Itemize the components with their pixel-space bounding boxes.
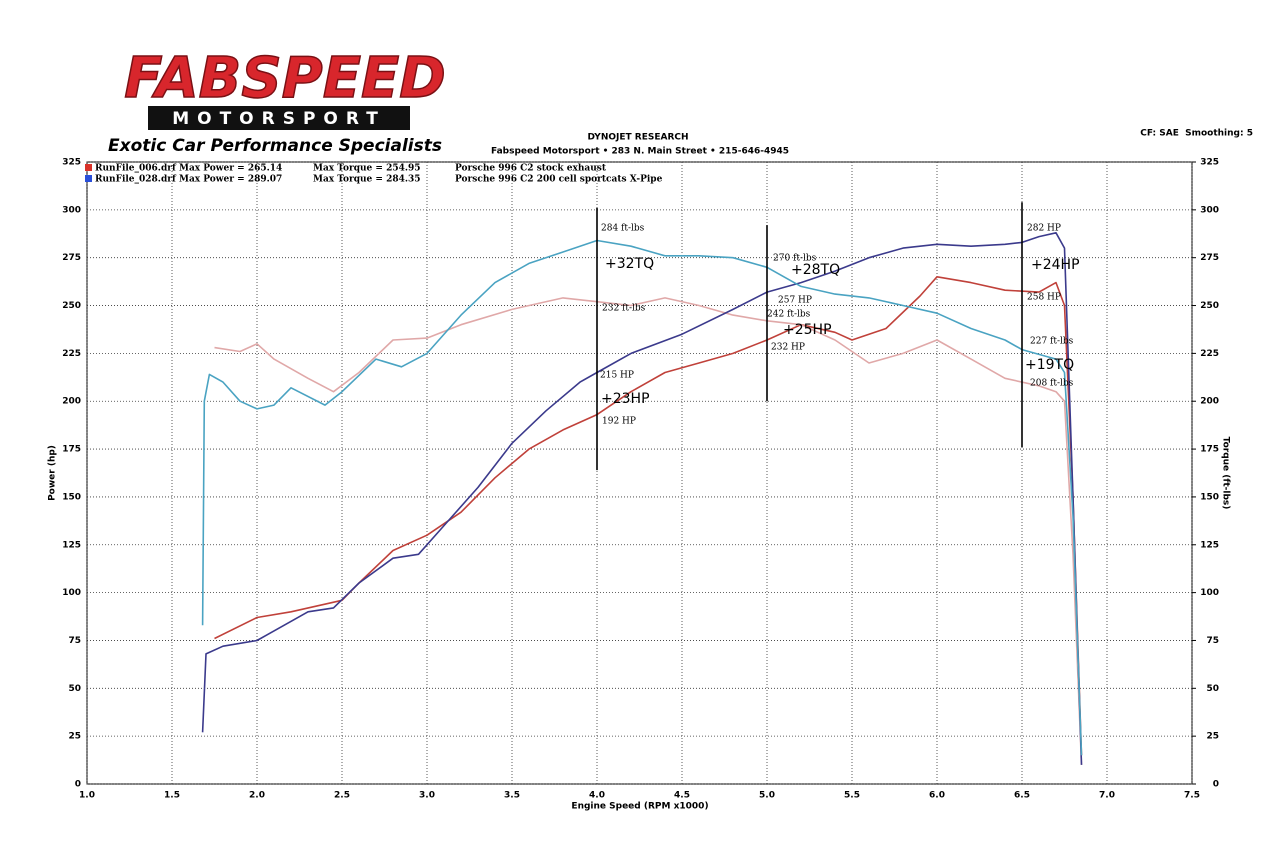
- annotation: 215 HP: [600, 371, 634, 381]
- x-tick-label: 6.5: [1014, 791, 1030, 801]
- annotation: +32TQ: [605, 256, 654, 272]
- annotation: +28TQ: [791, 262, 840, 278]
- x-tick-label: 6.0: [929, 791, 945, 801]
- x-tick-label: 1.0: [79, 791, 95, 801]
- logo-bar: [148, 106, 410, 130]
- chart-title: DYNOJET RESEARCH: [587, 133, 688, 143]
- series-line: [201, 232, 1083, 765]
- x-tick-label: 4.5: [674, 791, 690, 801]
- y2-tick-label: 300: [1200, 205, 1219, 215]
- annotation: 270 ft-lbs: [773, 254, 817, 264]
- y2-tick-label: 75: [1206, 636, 1219, 646]
- annotation: 227 ft-lbs: [1030, 337, 1074, 347]
- x-tick-label: 5.0: [759, 791, 775, 801]
- y-tick-label: 225: [62, 349, 81, 359]
- logo-brand: FABSPEED: [124, 46, 445, 111]
- y-tick-label: 275: [62, 253, 81, 263]
- annotation: 192 HP: [602, 417, 636, 427]
- annotation: +23HP: [601, 391, 650, 407]
- y2-tick-label: 275: [1200, 253, 1219, 263]
- y2-tick-label: 25: [1206, 732, 1219, 742]
- logo-tagline: Exotic Car Performance Specialists: [108, 136, 442, 156]
- series-line: [214, 297, 1083, 765]
- annotation: 208 ft-lbs: [1030, 379, 1074, 389]
- series-line: [214, 276, 1083, 756]
- x-tick-label: 2.0: [249, 791, 265, 801]
- annotation: 257 HP: [778, 296, 812, 306]
- annotation: 232 HP: [771, 343, 805, 353]
- y2-tick-label: 150: [1200, 492, 1219, 502]
- legend-torque: Max Torque = 284.35: [313, 175, 421, 185]
- legend-swatch: [85, 164, 92, 171]
- x-tick-label: 1.5: [164, 791, 180, 801]
- y2-tick-label: 50: [1206, 684, 1219, 694]
- y-tick-label: 100: [62, 588, 81, 598]
- x-tick-label: 2.5: [334, 791, 350, 801]
- logo: FABSPEED MOTORSPORT Exotic Car Performan…: [108, 45, 446, 156]
- annotation: +19TQ: [1025, 357, 1074, 373]
- annotation: 232 ft-lbs: [602, 304, 646, 314]
- x-tick-label: 3.0: [419, 791, 435, 801]
- y-tick-label: 0: [75, 780, 81, 790]
- annotation: +24HP: [1031, 257, 1080, 273]
- y-tick-label: 250: [62, 301, 81, 311]
- annotation: +25HP: [783, 322, 832, 338]
- y-tick-label: 75: [68, 636, 81, 646]
- y-tick-label: 125: [62, 540, 81, 550]
- settings-text: CF: SAE Smoothing: 5: [1140, 129, 1253, 139]
- y-tick-label: 50: [68, 684, 81, 694]
- legend-desc: Porsche 996 C2 stock exhaust: [455, 164, 607, 174]
- annotation: 282 HP: [1027, 224, 1061, 234]
- y2-tick-label: 200: [1200, 397, 1219, 407]
- annotation: 284 ft-lbs: [601, 224, 645, 234]
- y-tick-label: 300: [62, 205, 81, 215]
- y-tick-label: 325: [62, 158, 81, 168]
- legend-swatch: [85, 175, 92, 182]
- y2-tick-label: 100: [1200, 588, 1219, 598]
- legend-desc: Porsche 996 C2 200 cell sportcats X-Pipe: [455, 175, 663, 185]
- x-tick-label: 4.0: [589, 791, 605, 801]
- annotation: 258 HP: [1027, 293, 1061, 303]
- y2-tick-label: 0: [1213, 780, 1219, 790]
- legend-torque: Max Torque = 254.95: [313, 164, 421, 174]
- logo-sub: MOTORSPORT: [172, 109, 386, 129]
- y-axis-label: Power (hp): [48, 445, 58, 501]
- y2-tick-label: 250: [1200, 301, 1219, 311]
- y-tick-label: 150: [62, 492, 81, 502]
- y2-tick-label: 225: [1200, 349, 1219, 359]
- x-tick-label: 5.5: [844, 791, 860, 801]
- chart-subtitle: Fabspeed Motorsport • 283 N. Main Street…: [491, 147, 789, 157]
- legend-run: RunFile_006.drf Max Power = 265.14: [95, 164, 282, 174]
- y2-tick-label: 125: [1200, 540, 1219, 550]
- y2-tick-label: 325: [1200, 158, 1219, 168]
- y-tick-label: 25: [68, 732, 81, 742]
- x-tick-label: 3.5: [504, 791, 520, 801]
- annotation: 242 ft-lbs: [767, 310, 811, 320]
- y2-tick-label: 175: [1200, 445, 1219, 455]
- x-axis-label: Engine Speed (RPM x1000): [571, 802, 708, 812]
- x-tick-label: 7.0: [1099, 791, 1115, 801]
- x-tick-label: 7.5: [1184, 791, 1200, 801]
- legend-run: RunFile_028.drf Max Power = 289.07: [95, 175, 282, 185]
- y2-axis-label: Torque (ft-lbs): [1221, 437, 1231, 510]
- y-tick-label: 200: [62, 397, 81, 407]
- y-tick-label: 175: [62, 445, 81, 455]
